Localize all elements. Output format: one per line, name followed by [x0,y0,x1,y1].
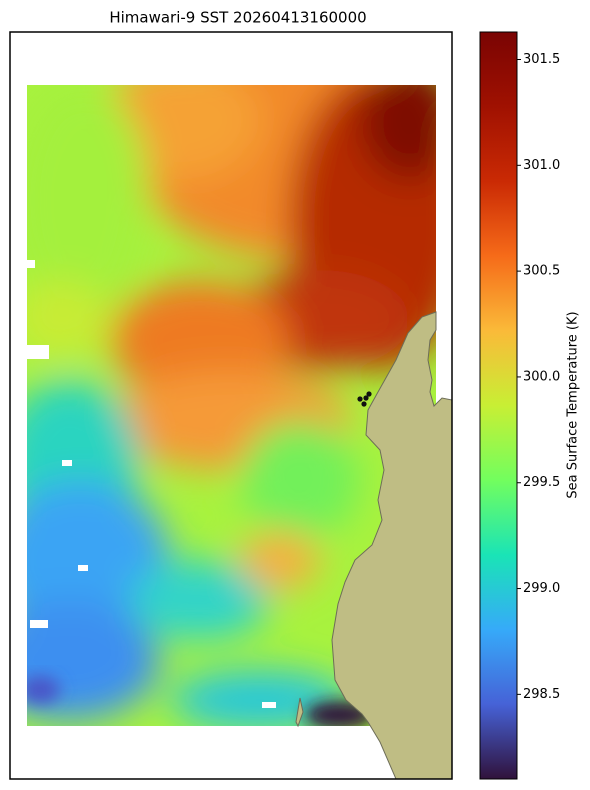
colorbar-label: Sea Surface Temperature (K) [566,311,581,498]
land [295,311,453,780]
colorbar-tick-label: 301.0 [523,158,560,173]
colorbar-tick-label: 300.5 [523,264,560,279]
colorbar-tick-label: 299.0 [523,581,560,596]
sst-field [27,85,436,726]
colorbar-tick-label: 301.5 [523,52,560,67]
colorbar-tick-label: 298.5 [523,687,560,702]
colorbar [479,31,518,780]
map-frame [9,31,453,780]
colorbar-tick-label: 300.0 [523,369,560,384]
map-title: Himawari-9 SST 20260413160000 [109,9,366,27]
colorbar-tick-label: 299.5 [523,475,560,490]
